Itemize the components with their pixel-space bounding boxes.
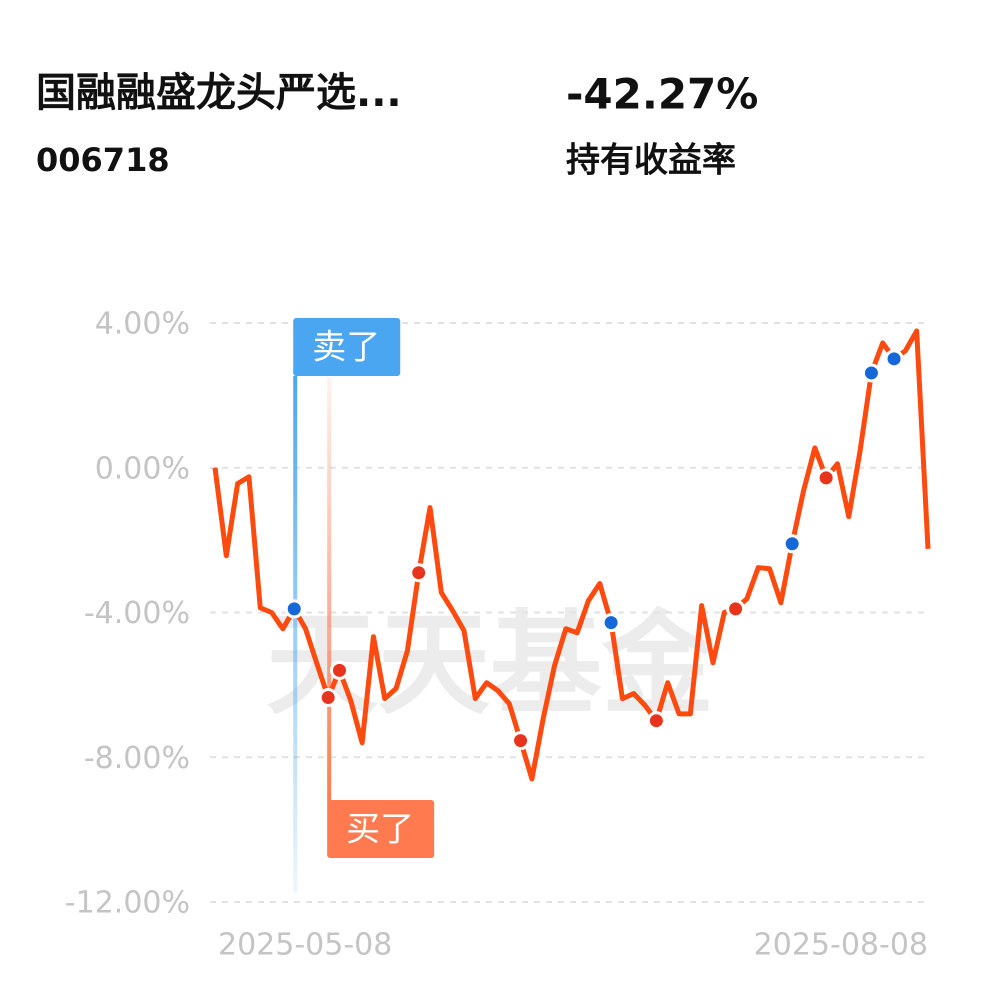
buy-marker (329, 660, 349, 680)
buy-marker (816, 468, 836, 488)
y-tick-label: 4.00% (95, 307, 190, 342)
buy-marker (726, 599, 746, 619)
annotation-text: 卖了 (312, 328, 380, 368)
buy-marker (318, 688, 338, 708)
sell-marker (861, 363, 881, 383)
fund-code: 006718 (36, 141, 170, 179)
return-value: -42.27% (566, 70, 758, 119)
buy-marker (511, 731, 531, 751)
annotation-flag (293, 318, 401, 376)
sell-marker (601, 613, 621, 633)
sell-marker (284, 599, 304, 619)
annotation-stem (293, 376, 298, 892)
annotation-stem (327, 378, 332, 802)
y-tick-label: -4.00% (84, 596, 190, 631)
buy-marker (646, 711, 666, 731)
y-tick-label: -12.00% (65, 886, 190, 921)
line (212, 328, 931, 782)
return-label: 持有收益率 (566, 141, 736, 181)
fund-title: 国融融盛龙头严选... (36, 70, 402, 116)
x-tick-label: 2025-08-08 (754, 928, 928, 963)
annotation-flag (327, 800, 435, 858)
sell-marker (884, 349, 904, 369)
x-tick-label: 2025-05-08 (218, 928, 392, 963)
y-tick-label: 0.00% (95, 451, 190, 486)
annotation-text: 买了 (346, 810, 414, 850)
y-tick-label: -8.00% (84, 741, 190, 776)
sell-marker (782, 534, 802, 554)
buy-marker (409, 563, 429, 583)
